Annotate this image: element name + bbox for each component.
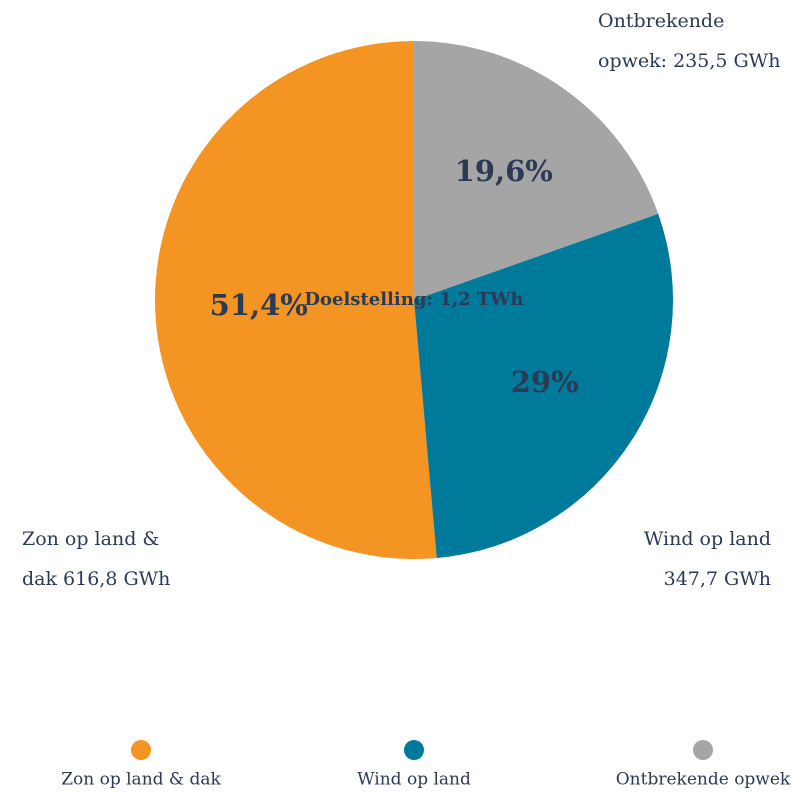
slice-label: dak 616,8 GWh	[22, 568, 170, 590]
pie-slice	[414, 213, 673, 558]
labels: 51,4% 29% 19,6% Doelstelling: 1,2 TWh Zon op…	[22, 10, 780, 590]
legend-swatch	[404, 740, 424, 760]
legend-label: Wind op land	[357, 770, 471, 790]
legend-swatch	[693, 740, 713, 760]
value-label: 51,4%	[210, 288, 308, 322]
pie-slice	[414, 41, 659, 300]
slice-label: Zon op land &	[22, 528, 159, 550]
annotation: Doelstelling: 1,2 TWh	[304, 289, 523, 310]
slice-label: 347,7 GWh	[664, 568, 771, 590]
slice-label: Ontbrekende	[598, 10, 724, 32]
legend-label: Zon op land & dak	[61, 770, 221, 790]
slices	[155, 41, 673, 559]
legend-swatch	[131, 740, 151, 760]
legend-label: Ontbrekende opwek	[616, 770, 791, 790]
value-label: 29%	[511, 365, 579, 399]
slice-label: Wind op land	[644, 528, 771, 550]
pie-slice	[155, 41, 437, 559]
slice-label: opwek: 235,5 GWh	[598, 50, 780, 72]
value-label: 19,6%	[455, 154, 553, 188]
